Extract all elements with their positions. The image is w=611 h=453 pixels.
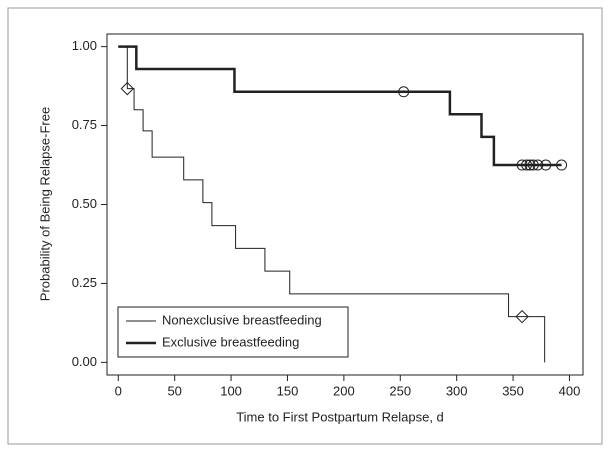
- x-tick-label: 250: [389, 383, 411, 398]
- y-tick-label: 0.75: [72, 117, 97, 132]
- x-axis-title: Time to First Postpartum Relapse, d: [236, 409, 444, 424]
- x-tick-label: 100: [220, 383, 242, 398]
- x-tick-label: 300: [446, 383, 468, 398]
- censor-mark: [120, 81, 135, 96]
- x-tick-label: 50: [167, 383, 181, 398]
- censor-mark: [515, 309, 529, 324]
- censor-mark: [398, 86, 410, 98]
- y-tick-label: 0.00: [72, 354, 97, 369]
- y-tick-label: 0.25: [72, 275, 97, 290]
- censor-mark: [532, 159, 544, 171]
- censor-mark: [521, 159, 533, 171]
- survival-curve: [118, 45, 562, 167]
- x-tick-label: 200: [333, 383, 355, 398]
- x-tick-label: 150: [277, 383, 299, 398]
- censor-mark: [540, 159, 552, 171]
- x-tick-label: 400: [559, 383, 581, 398]
- x-tick-label: 350: [502, 383, 524, 398]
- y-axis-title: Probability of Being Relapse-Free: [37, 107, 52, 301]
- y-tick-label: 0.50: [72, 196, 97, 211]
- survival-curve: [118, 46, 546, 363]
- censor-mark: [556, 159, 568, 171]
- y-tick-label: 1.00: [72, 38, 97, 53]
- censor-mark: [516, 159, 528, 171]
- censor-mark: [524, 159, 536, 171]
- censor-mark: [527, 159, 539, 171]
- frame: [7, 7, 603, 445]
- legend-label: Exclusive breastfeeding: [162, 334, 299, 349]
- legend-label: Nonexclusive breastfeeding: [162, 312, 322, 327]
- legend-box: [117, 306, 349, 358]
- x-tick-label: 0: [115, 383, 122, 398]
